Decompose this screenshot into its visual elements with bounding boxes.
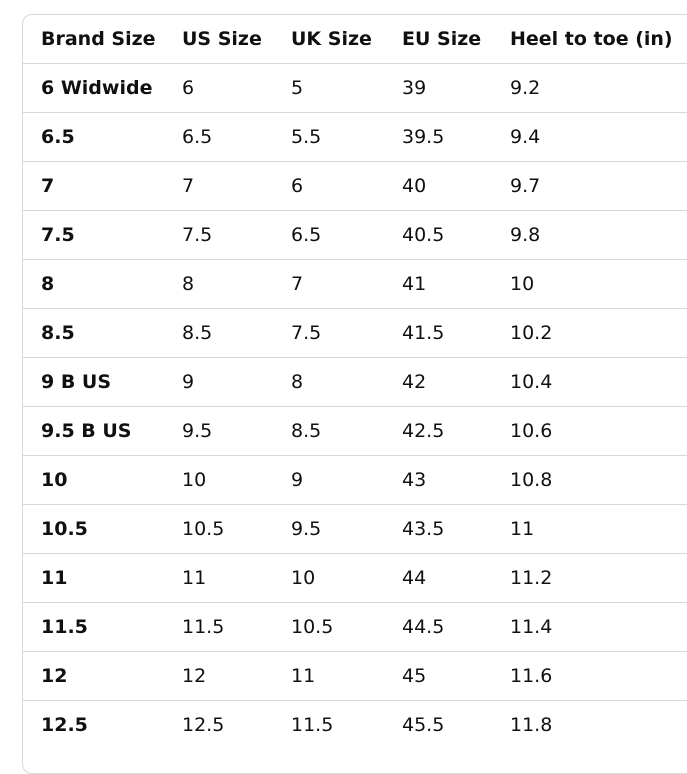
brand-size-cell: 11 xyxy=(23,552,164,602)
eu-size-cell: 44.5 xyxy=(384,601,492,651)
table-row: 6 Widwide 6 5 39 9.2 xyxy=(23,62,687,112)
brand-size-cell: 9.5 B US xyxy=(23,405,164,455)
table-row: 8.5 8.5 7.5 41.5 10.2 xyxy=(23,307,687,357)
table-row: 9 B US 9 8 42 10.4 xyxy=(23,356,687,406)
us-size-cell: 6 xyxy=(164,62,273,112)
eu-size-cell: 42.5 xyxy=(384,405,492,455)
brand-size-cell: 6.5 xyxy=(23,111,164,161)
us-size-cell: 11.5 xyxy=(164,601,273,651)
uk-size-cell: 11 xyxy=(273,650,384,700)
heel-to-toe-cell: 10.6 xyxy=(492,405,687,455)
uk-size-cell: 5.5 xyxy=(273,111,384,161)
us-size-cell: 11 xyxy=(164,552,273,602)
uk-size-cell: 10.5 xyxy=(273,601,384,651)
uk-size-cell: 8.5 xyxy=(273,405,384,455)
table-row: 7.5 7.5 6.5 40.5 9.8 xyxy=(23,209,687,259)
uk-size-cell: 9.5 xyxy=(273,503,384,553)
table-row: 12 12 11 45 11.6 xyxy=(23,650,687,700)
eu-size-cell: 39 xyxy=(384,62,492,112)
brand-size-cell: 7.5 xyxy=(23,209,164,259)
eu-size-cell: 41 xyxy=(384,258,492,308)
eu-size-cell: 44 xyxy=(384,552,492,602)
brand-size-cell: 10.5 xyxy=(23,503,164,553)
heel-to-toe-cell: 10.8 xyxy=(492,454,687,504)
size-chart-body: 6 Widwide 6 5 39 9.2 6.5 6.5 5.5 39.5 9.4 7 7 6 40 9.7… xyxy=(23,62,687,749)
heel-to-toe-cell: 11.2 xyxy=(492,552,687,602)
column-header-brand-size: Brand Size xyxy=(41,27,156,50)
column-header-eu-size: EU Size xyxy=(402,27,482,50)
brand-size-cell: 12 xyxy=(23,650,164,700)
column-header-uk-size: UK Size xyxy=(291,27,372,50)
eu-size-cell: 45 xyxy=(384,650,492,700)
size-chart-table: Brand Size US Size UK Size EU Size Heel … xyxy=(23,15,687,749)
us-size-cell: 7.5 xyxy=(164,209,273,259)
table-row: 6.5 6.5 5.5 39.5 9.4 xyxy=(23,111,687,161)
table-row: 7 7 6 40 9.7 xyxy=(23,160,687,210)
brand-size-cell: 9 B US xyxy=(23,356,164,406)
heel-to-toe-cell: 9.7 xyxy=(492,160,687,210)
table-header-row: Brand Size US Size UK Size EU Size Heel … xyxy=(23,15,687,63)
table-row: 8 8 7 41 10 xyxy=(23,258,687,308)
heel-to-toe-cell: 10 xyxy=(492,258,687,308)
heel-to-toe-cell: 9.4 xyxy=(492,111,687,161)
us-size-cell: 7 xyxy=(164,160,273,210)
column-header-heel-to-toe: Heel to toe (in) xyxy=(510,27,673,50)
us-size-cell: 9.5 xyxy=(164,405,273,455)
eu-size-cell: 40 xyxy=(384,160,492,210)
uk-size-cell: 5 xyxy=(273,62,384,112)
brand-size-cell: 12.5 xyxy=(23,699,164,749)
table-row: 10 10 9 43 10.8 xyxy=(23,454,687,504)
eu-size-cell: 42 xyxy=(384,356,492,406)
heel-to-toe-cell: 10.4 xyxy=(492,356,687,406)
us-size-cell: 9 xyxy=(164,356,273,406)
heel-to-toe-cell: 11.8 xyxy=(492,699,687,749)
heel-to-toe-cell: 9.2 xyxy=(492,62,687,112)
table-row: 10.5 10.5 9.5 43.5 11 xyxy=(23,503,687,553)
table-row: 9.5 B US 9.5 8.5 42.5 10.6 xyxy=(23,405,687,455)
brand-size-cell: 7 xyxy=(23,160,164,210)
heel-to-toe-cell: 10.2 xyxy=(492,307,687,357)
eu-size-cell: 41.5 xyxy=(384,307,492,357)
uk-size-cell: 6.5 xyxy=(273,209,384,259)
table-row: 12.5 12.5 11.5 45.5 11.8 xyxy=(23,699,687,749)
uk-size-cell: 11.5 xyxy=(273,699,384,749)
brand-size-cell: 8.5 xyxy=(23,307,164,357)
us-size-cell: 8.5 xyxy=(164,307,273,357)
uk-size-cell: 9 xyxy=(273,454,384,504)
us-size-cell: 6.5 xyxy=(164,111,273,161)
eu-size-cell: 43.5 xyxy=(384,503,492,553)
heel-to-toe-cell: 9.8 xyxy=(492,209,687,259)
size-chart-table-container: Brand Size US Size UK Size EU Size Heel … xyxy=(22,14,687,774)
us-size-cell: 10.5 xyxy=(164,503,273,553)
eu-size-cell: 39.5 xyxy=(384,111,492,161)
uk-size-cell: 10 xyxy=(273,552,384,602)
eu-size-cell: 45.5 xyxy=(384,699,492,749)
brand-size-cell: 10 xyxy=(23,454,164,504)
heel-to-toe-cell: 11 xyxy=(492,503,687,553)
table-row: 11 11 10 44 11.2 xyxy=(23,552,687,602)
us-size-cell: 8 xyxy=(164,258,273,308)
brand-size-cell: 8 xyxy=(23,258,164,308)
table-row: 11.5 11.5 10.5 44.5 11.4 xyxy=(23,601,687,651)
column-header-us-size: US Size xyxy=(182,27,262,50)
brand-size-cell: 6 Widwide xyxy=(23,62,164,112)
uk-size-cell: 7.5 xyxy=(273,307,384,357)
uk-size-cell: 8 xyxy=(273,356,384,406)
eu-size-cell: 40.5 xyxy=(384,209,492,259)
brand-size-cell: 11.5 xyxy=(23,601,164,651)
us-size-cell: 10 xyxy=(164,454,273,504)
eu-size-cell: 43 xyxy=(384,454,492,504)
uk-size-cell: 7 xyxy=(273,258,384,308)
us-size-cell: 12 xyxy=(164,650,273,700)
heel-to-toe-cell: 11.4 xyxy=(492,601,687,651)
us-size-cell: 12.5 xyxy=(164,699,273,749)
uk-size-cell: 6 xyxy=(273,160,384,210)
heel-to-toe-cell: 11.6 xyxy=(492,650,687,700)
